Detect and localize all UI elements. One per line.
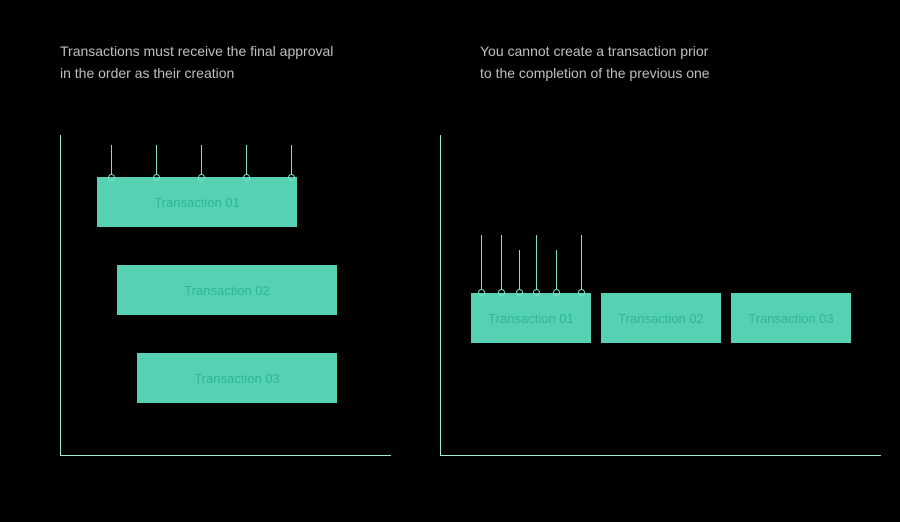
left-pin-4 [246, 145, 247, 175]
right-pin-6 [581, 235, 582, 290]
left-pin-5 [291, 145, 292, 175]
left-bar-2: Transaction 02 [117, 265, 337, 315]
right-caption: You cannot create a transaction prior to… [480, 40, 710, 84]
right-pin-5 [556, 250, 557, 290]
left-bar-2-label: Transaction 02 [184, 283, 270, 298]
diagram-canvas: Transactions must receive the final appr… [0, 0, 900, 522]
right-bar-2: Transaction 02 [601, 293, 721, 343]
left-caption: Transactions must receive the final appr… [60, 40, 333, 84]
right-pin-4 [536, 235, 537, 290]
right-bar-1: Transaction 01 [471, 293, 591, 343]
left-pin-2 [156, 145, 157, 175]
left-bar-3-label: Transaction 03 [194, 371, 280, 386]
right-caption-line1: You cannot create a transaction prior [480, 40, 710, 62]
right-bar-3: Transaction 03 [731, 293, 851, 343]
right-pin-3 [519, 250, 520, 290]
right-caption-line2: to the completion of the previous one [480, 62, 710, 84]
left-bar-1: Transaction 01 [97, 177, 297, 227]
left-chart: Transaction 01 Transaction 02 Transaction … [60, 135, 391, 456]
left-pin-1 [111, 145, 112, 175]
right-chart: Transaction 01 Transaction 02 Transaction … [440, 135, 881, 456]
right-pin-1 [481, 235, 482, 290]
right-pin-2 [501, 235, 502, 290]
right-bar-1-label: Transaction 01 [488, 311, 574, 326]
left-bar-3: Transaction 03 [137, 353, 337, 403]
right-bar-2-label: Transaction 02 [618, 311, 704, 326]
left-caption-line1: Transactions must receive the final appr… [60, 40, 333, 62]
left-bar-1-label: Transaction 01 [154, 195, 240, 210]
right-bar-3-label: Transaction 03 [748, 311, 834, 326]
left-pin-3 [201, 145, 202, 175]
left-caption-line2: in the order as their creation [60, 62, 333, 84]
